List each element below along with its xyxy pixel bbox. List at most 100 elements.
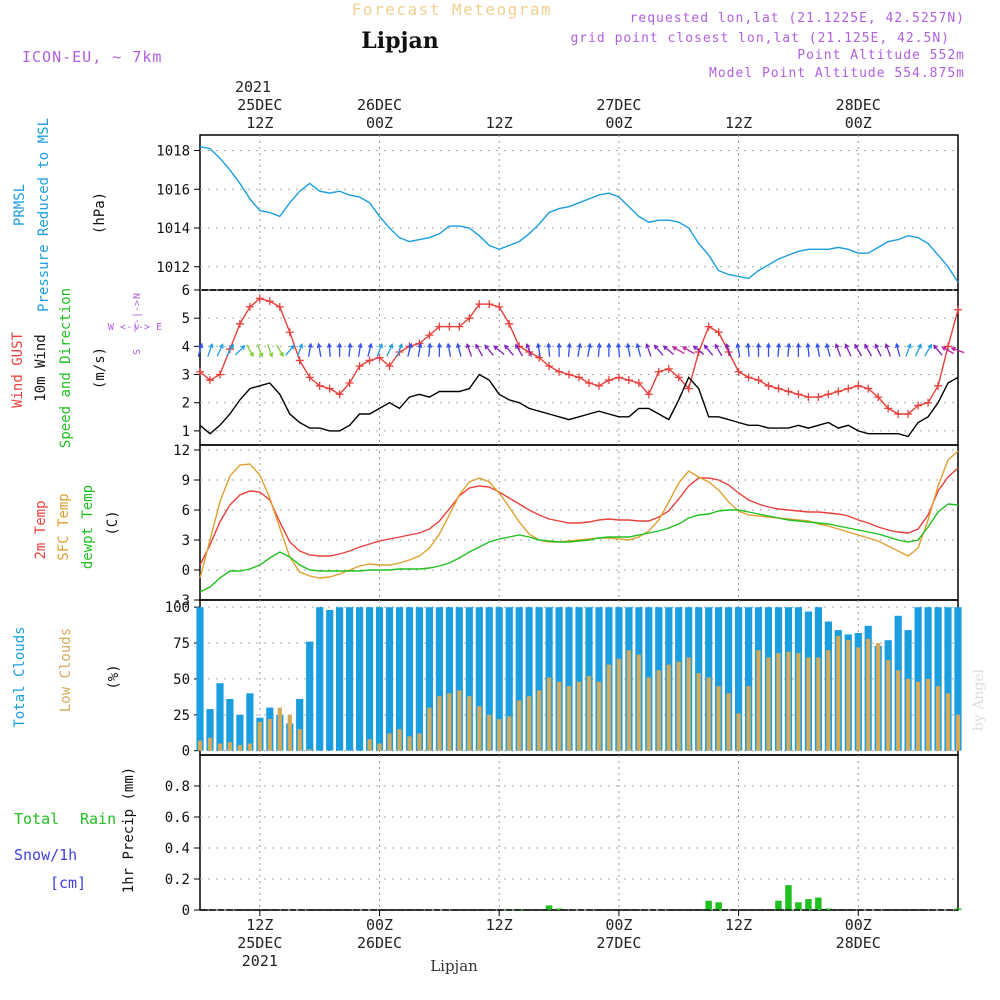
low-clouds-bar [507, 716, 512, 751]
bottom-tick-date: 27DEC [596, 934, 641, 952]
low-clouds-bar [527, 696, 532, 751]
temp-dewpt-label: dewpt Temp [80, 485, 96, 569]
rain-bar [785, 885, 792, 910]
total-clouds-bar [206, 709, 214, 751]
gust-point [345, 379, 354, 387]
low-clouds-bar [896, 670, 901, 751]
low-clouds-bar [866, 638, 871, 751]
wind-direction-arrow [805, 342, 811, 357]
low-clouds-bar [596, 681, 602, 751]
wind-direction-arrow [386, 343, 394, 357]
precip-frame [199, 754, 959, 911]
wind-direction-arrow [396, 343, 403, 357]
wind-gust-label: Wind GUST [10, 332, 26, 408]
low-clouds-bar [806, 657, 811, 751]
top-tick-hour: 12Z [725, 114, 752, 132]
wind-panel-labels: Wind GUST 10m Wind Speed and Direction (… [10, 288, 162, 448]
wind-direction-arrow [635, 342, 642, 357]
low-clouds-bar [686, 657, 691, 751]
wind-direction-arrow [493, 345, 505, 356]
low-clouds-bar [517, 700, 522, 751]
wind-direction-arrow [546, 342, 552, 357]
total-clouds-bar [725, 607, 733, 751]
gust-point [495, 302, 504, 311]
total-clouds-bar [375, 607, 384, 751]
total-clouds-bar [914, 607, 922, 751]
gust-point [475, 300, 484, 309]
gust-point [634, 379, 643, 387]
gust-point [355, 362, 364, 371]
compass-s-label: S [132, 349, 143, 355]
pressure-panel: 1012 1014 1016 1018 [156, 134, 959, 291]
model-label: ICON-EU, ~ 7km [22, 48, 162, 66]
gust-point [734, 367, 743, 376]
gust-point [894, 410, 903, 418]
total-clouds-bar [316, 607, 324, 751]
top-tick-hour: 12Z [486, 114, 513, 132]
low-clouds-bar [846, 640, 851, 751]
chart-panels: 1012101410161018123456-30369120255075100… [156, 134, 965, 919]
gust-point [604, 376, 613, 385]
low-clouds-bar [606, 664, 611, 751]
gust-point [954, 305, 962, 314]
gust-point [914, 401, 923, 410]
low-clouds-bar [267, 719, 272, 751]
bottom-tick-date: 25DEC [237, 934, 282, 952]
gust-point [235, 319, 244, 328]
gust-point [505, 319, 514, 328]
low-clouds-bar [257, 722, 262, 751]
wind-direction-arrow [874, 343, 882, 357]
precip-ytick-label: 0 [182, 903, 190, 919]
gust-point [535, 353, 544, 362]
low-clouds-bar [816, 657, 821, 751]
low-clouds-bar [297, 729, 302, 751]
gust-point [764, 381, 773, 390]
wind-ytick-label: 3 [182, 368, 190, 384]
wind-direction-arrow [834, 343, 842, 357]
gust-point [465, 314, 474, 323]
low-clouds-bar [906, 678, 911, 751]
total-clouds-bar [405, 607, 414, 751]
rain-bar [805, 899, 812, 910]
total-clouds-bar [346, 607, 354, 751]
bottom-tick-hour: 12Z [725, 916, 752, 934]
wind-direction-arrow [367, 342, 373, 357]
grid-point-coords: grid point closest lon,lat (21.125E, 42.… [570, 31, 950, 46]
pressure-ytick-label: 1018 [156, 144, 190, 160]
wind-gust-line [199, 297, 959, 415]
wind-direction-arrow [556, 342, 562, 357]
total-clouds-bar [944, 607, 952, 751]
clouds-panel: 0 25 50 75 100 [165, 599, 962, 760]
low-clouds-bar [437, 696, 442, 751]
total-clouds-bar [555, 607, 563, 751]
top-tick-date: 27DEC [596, 96, 641, 114]
low-clouds-bar [776, 653, 781, 751]
wind-10m-label: 10m Wind [33, 334, 49, 401]
compass-arrow-up: <-|-> [132, 300, 143, 330]
total-clouds-bar [505, 607, 513, 751]
total-clouds-bar [475, 607, 483, 751]
total-clouds-bar [216, 683, 224, 751]
low-clouds-bar [626, 650, 631, 751]
wind-direction-arrow [950, 346, 965, 354]
wind-direction-arrow [854, 343, 863, 357]
wind-direction-arrow [577, 342, 583, 357]
wind-direction-arrow [692, 345, 705, 356]
low-clouds-bar [796, 653, 801, 751]
wind-direction-arrow [645, 343, 652, 357]
wind-ytick-label: 1 [182, 424, 190, 440]
rain-bar [954, 908, 962, 910]
point-altitude: Point Altitude 552m [797, 48, 965, 63]
2m-temp-line [199, 467, 959, 566]
gust-point [455, 322, 464, 331]
low-clouds-bar [726, 693, 731, 751]
wind-direction-arrow [234, 344, 246, 356]
wind-direction-arrow [407, 342, 413, 357]
gust-point [305, 373, 314, 382]
wind-direction-arrow [703, 344, 714, 356]
gust-point [485, 300, 494, 309]
compass-n-label: N [132, 293, 143, 299]
low-clouds-bar [467, 696, 472, 751]
low-clouds-bar [766, 657, 771, 751]
wind-direction-arrow [894, 342, 901, 357]
